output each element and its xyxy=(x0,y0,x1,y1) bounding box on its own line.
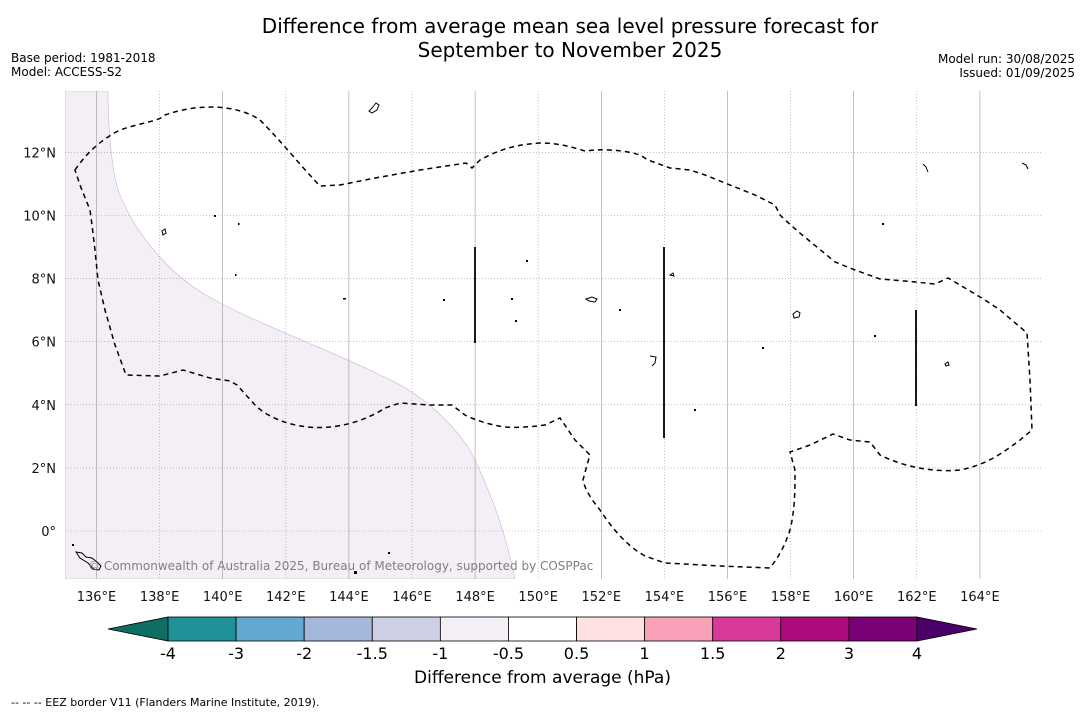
eez-border-main xyxy=(74,106,1033,569)
colorbar-tick-label: 1.5 xyxy=(699,644,726,663)
chart-title: Difference from average mean sea level p… xyxy=(150,14,990,62)
lon-tick-label: 144°E xyxy=(329,590,369,605)
latitude-gridlines xyxy=(65,152,1043,532)
lon-tick-label: 148°E xyxy=(455,590,495,605)
issued-date: Issued: 01/09/2025 xyxy=(959,66,1075,80)
colorbar-tick-label: -0.5 xyxy=(492,644,525,663)
colorbar-extend-high xyxy=(916,616,978,642)
lon-tick-label: 140°E xyxy=(203,590,243,605)
island-small-4 xyxy=(922,163,929,173)
island-kosrae xyxy=(944,361,950,367)
island-dots xyxy=(72,215,884,574)
island-yap xyxy=(161,228,167,236)
lon-tick-label: 146°E xyxy=(392,590,432,605)
lat-tick-label: 6°N xyxy=(32,336,57,351)
lat-tick-label: 2°N xyxy=(32,462,57,477)
longitude-tick-labels: 136°E 138°E 140°E 142°E 144°E 146°E 148°E 150°E… xyxy=(77,590,1000,605)
base-period: Base period: 1981-2018 xyxy=(11,51,156,65)
meta-right: Model run: 30/08/2025 Issued: 01/09/2025 xyxy=(938,52,1075,80)
lat-tick-label: 10°N xyxy=(23,210,56,225)
colorbar-segment xyxy=(712,616,782,642)
island-small-1 xyxy=(649,355,657,367)
colorbar-segment xyxy=(235,616,305,642)
lon-tick-label: 160°E xyxy=(834,590,874,605)
pressure-anomaly-shading xyxy=(65,91,516,579)
lon-tick-label: 150°E xyxy=(518,590,558,605)
colorbar-tick-label: -1 xyxy=(432,644,449,663)
title-line-2: September to November 2025 xyxy=(417,38,723,62)
island-palau xyxy=(74,551,102,571)
colorbar-segment xyxy=(576,616,646,642)
colorbar xyxy=(107,616,978,642)
colorbar-tick-label: 4 xyxy=(911,644,923,663)
lat-tick-label: 0° xyxy=(41,525,56,540)
lon-tick-label: 162°E xyxy=(897,590,937,605)
lat-tick-label: 4°N xyxy=(32,399,57,414)
model-name: Model: ACCESS-S2 xyxy=(11,65,123,79)
map-plot-area: © Commonwealth of Australia 2025, Bureau… xyxy=(65,91,1043,579)
colorbar-segment xyxy=(439,616,509,642)
lon-tick-label: 138°E xyxy=(140,590,180,605)
colorbar-segment xyxy=(508,616,577,642)
colorbar-extend-low xyxy=(107,616,169,642)
lat-tick-label: 8°N xyxy=(32,273,57,288)
lon-tick-label: 164°E xyxy=(960,590,1000,605)
model-run: Model run: 30/08/2025 xyxy=(937,52,1075,66)
colorbar-title: Difference from average (hPa) xyxy=(414,668,671,688)
island-guam xyxy=(368,102,380,114)
footer-note: -- -- -- EEZ border V11 (Flanders Marine… xyxy=(11,696,320,709)
colorbar-tick-label: 0.5 xyxy=(563,644,590,663)
island-small-3 xyxy=(1021,162,1029,170)
latitude-tick-labels: 12°N 10°N 8°N 6°N 4°N 2°N 0° xyxy=(23,146,56,540)
lat-tick-label: 12°N xyxy=(23,146,56,161)
lon-tick-label: 158°E xyxy=(771,590,811,605)
lon-tick-label: 136°E xyxy=(77,590,117,605)
eez-boundary-segments xyxy=(474,247,917,438)
meta-left: Base period: 1981-2018 Model: ACCESS-S2 xyxy=(11,51,156,79)
colorbar-segment xyxy=(644,616,714,642)
colorbar-tick-label: -1.5 xyxy=(356,644,388,663)
lon-tick-label: 142°E xyxy=(266,590,306,605)
colorbar-segment xyxy=(303,616,373,642)
island-groups xyxy=(74,102,1029,571)
colorbar-tick-label: -4 xyxy=(160,644,176,663)
colorbar-segment xyxy=(848,616,918,642)
colorbar-tick-label: 3 xyxy=(843,644,854,663)
colorbar-tick-label: 2 xyxy=(775,644,786,663)
island-chuuk xyxy=(584,296,598,303)
colorbar-segment xyxy=(780,616,850,642)
colorbar-segment xyxy=(167,616,237,642)
colorbar-segment xyxy=(371,616,441,642)
island-small-2 xyxy=(668,272,675,277)
colorbar-tick-label: -2 xyxy=(296,644,313,663)
lon-tick-label: 152°E xyxy=(582,590,622,605)
lon-tick-label: 154°E xyxy=(645,590,685,605)
title-line-1: Difference from average mean sea level p… xyxy=(261,14,879,38)
copyright-text: © Commonwealth of Australia 2025, Bureau… xyxy=(88,559,593,573)
island-pohnpei xyxy=(792,310,801,319)
lon-tick-label: 156°E xyxy=(708,590,748,605)
colorbar-tick-label: -3 xyxy=(228,644,245,663)
colorbar-tick-label: 1 xyxy=(639,644,650,663)
